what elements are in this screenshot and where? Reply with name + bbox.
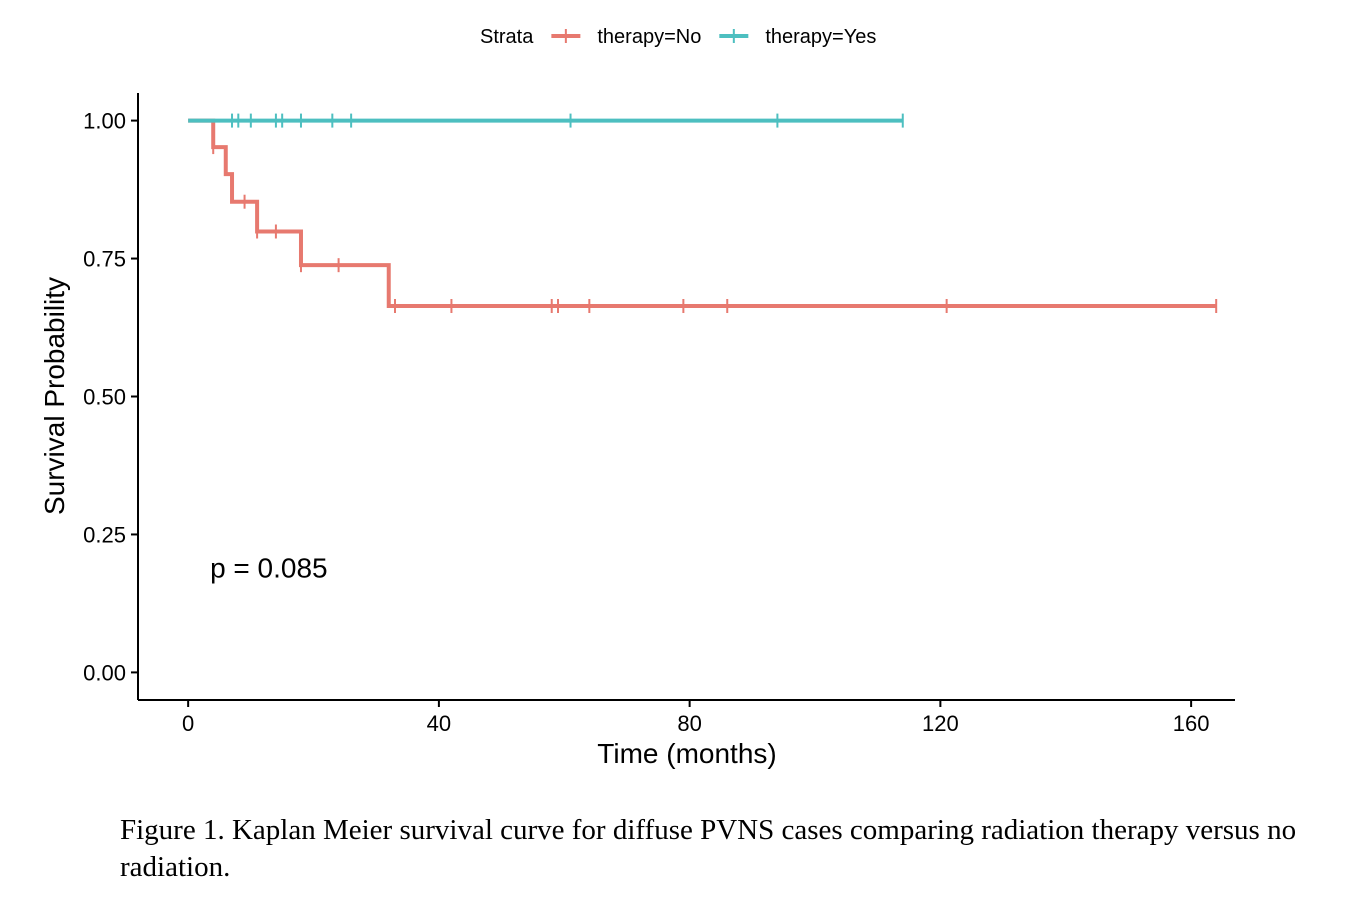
- x-axis-label: Time (months): [597, 738, 776, 769]
- x-tick-label: 40: [427, 711, 451, 736]
- figure-caption: Figure 1. Kaplan Meier survival curve fo…: [120, 814, 1297, 883]
- legend: Strata therapy=No therapy=Yes: [480, 26, 876, 48]
- x-tick-label: 80: [677, 711, 701, 736]
- y-tick-label: 0.25: [83, 522, 126, 547]
- x-tick-label: 0: [182, 711, 194, 736]
- y-tick-label: 0.50: [83, 385, 126, 410]
- km-curve: [188, 118, 1217, 309]
- axes: 0.00 0.25 0.50 0.75 1.00 0 40 80 120 160: [83, 93, 1235, 736]
- y-tick-label: 0.00: [83, 660, 126, 685]
- y-tick-label: 0.75: [83, 247, 126, 272]
- legend-label: therapy=No: [597, 26, 701, 48]
- x-tick-label: 120: [922, 711, 959, 736]
- series-group: [188, 113, 1218, 314]
- legend-label: therapy=Yes: [765, 26, 876, 48]
- x-tick-label: 160: [1173, 711, 1210, 736]
- y-axis-label: Survival Probability: [39, 277, 70, 515]
- legend-title: Strata: [480, 26, 534, 48]
- p-value-annotation: p = 0.085: [210, 553, 328, 584]
- km-chart: Strata therapy=No therapy=Yes 0.00 0.25 0.5…: [39, 26, 1235, 769]
- y-tick-label: 1.00: [83, 109, 126, 134]
